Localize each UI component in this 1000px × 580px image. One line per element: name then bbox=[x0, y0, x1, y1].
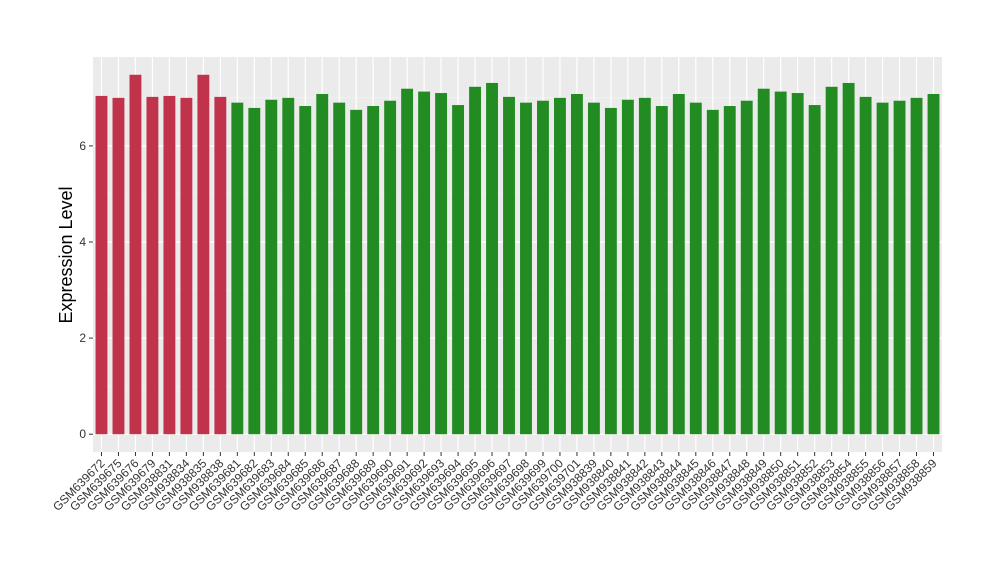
bar bbox=[876, 102, 889, 435]
bar bbox=[520, 102, 532, 435]
bar bbox=[248, 107, 261, 435]
bar bbox=[316, 94, 329, 435]
bar bbox=[791, 93, 804, 435]
y-axis-label: Expression Level bbox=[56, 186, 76, 323]
bar bbox=[452, 105, 465, 435]
bar bbox=[910, 97, 923, 435]
y-tick-label: 6 bbox=[79, 139, 86, 153]
bar bbox=[825, 86, 838, 435]
bar bbox=[587, 102, 600, 435]
bar bbox=[859, 96, 872, 435]
bar bbox=[604, 107, 617, 435]
bar bbox=[282, 97, 295, 435]
bar bbox=[537, 100, 549, 435]
bar bbox=[231, 102, 244, 435]
bar bbox=[554, 97, 566, 435]
bar bbox=[655, 106, 668, 435]
bar bbox=[723, 106, 736, 435]
bar bbox=[163, 95, 176, 435]
bar bbox=[367, 106, 380, 435]
bar bbox=[740, 100, 753, 435]
bar bbox=[197, 74, 210, 435]
bar bbox=[672, 94, 685, 435]
bar bbox=[469, 86, 481, 435]
y-tick-label: 4 bbox=[79, 235, 86, 249]
bar bbox=[384, 100, 397, 435]
bar bbox=[180, 97, 193, 435]
bar bbox=[706, 109, 719, 435]
bar bbox=[638, 97, 651, 435]
bar bbox=[927, 94, 940, 435]
bar bbox=[418, 91, 431, 435]
bar bbox=[299, 106, 312, 435]
bar bbox=[621, 99, 634, 435]
y-tick-label: 0 bbox=[79, 427, 86, 441]
bar bbox=[350, 109, 363, 435]
bar bbox=[112, 97, 125, 435]
bar bbox=[893, 100, 906, 435]
bar bbox=[333, 102, 346, 435]
bar bbox=[265, 99, 278, 435]
bar bbox=[774, 91, 787, 435]
bar bbox=[842, 82, 855, 435]
bar bbox=[129, 74, 142, 435]
bar bbox=[503, 96, 515, 435]
bar bbox=[689, 102, 702, 435]
bar bbox=[808, 105, 821, 435]
bar bbox=[95, 95, 108, 435]
bar bbox=[146, 96, 159, 435]
bar bbox=[570, 94, 583, 435]
bar bbox=[401, 88, 414, 435]
bar bbox=[435, 93, 448, 435]
bar bbox=[757, 88, 770, 435]
y-tick-label: 2 bbox=[79, 331, 86, 345]
bar bbox=[486, 82, 498, 435]
bar bbox=[214, 96, 227, 435]
